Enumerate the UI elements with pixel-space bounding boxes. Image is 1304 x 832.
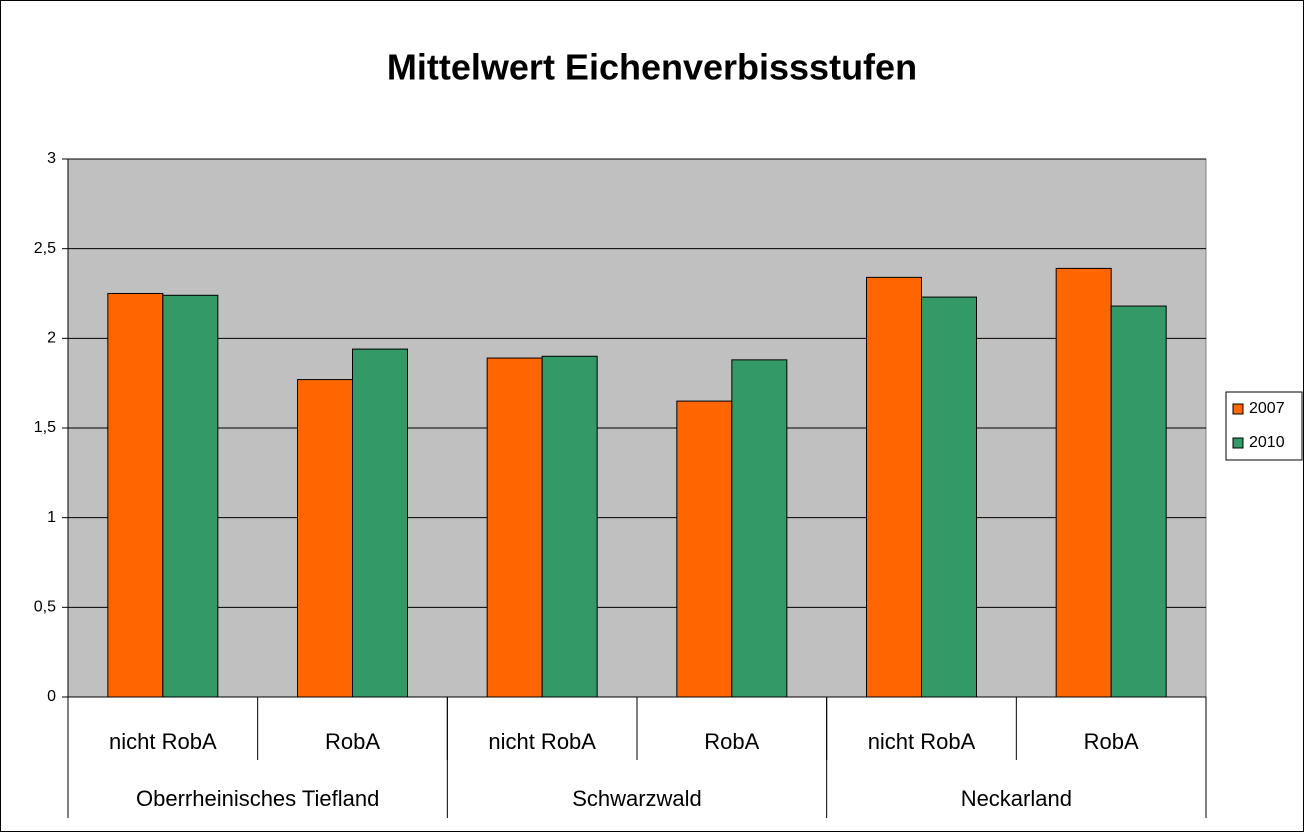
y-tick-label: 2,5 bbox=[34, 240, 56, 257]
bar bbox=[486, 357, 543, 698]
legend-swatch bbox=[1232, 403, 1244, 415]
bar bbox=[541, 355, 598, 698]
x-group-label: Neckarland bbox=[961, 786, 1072, 811]
x-tick-label: RobA bbox=[1084, 729, 1139, 754]
x-tick-label: RobA bbox=[325, 729, 380, 754]
y-tick-label: 1,5 bbox=[34, 419, 56, 436]
y-tick-label: 0,5 bbox=[34, 599, 56, 616]
bar bbox=[866, 276, 922, 698]
bar bbox=[731, 359, 788, 698]
bar bbox=[1110, 305, 1167, 698]
bar bbox=[352, 348, 408, 698]
bar bbox=[921, 296, 977, 698]
y-tick-label: 0 bbox=[47, 688, 56, 705]
legend-box bbox=[1225, 391, 1303, 461]
legend-label: 2007 bbox=[1249, 400, 1285, 417]
x-tick-label: RobA bbox=[704, 729, 759, 754]
bar bbox=[107, 293, 164, 698]
y-tick-label: 2 bbox=[47, 330, 56, 347]
x-group-label: Oberrheinisches Tiefland bbox=[136, 786, 379, 811]
chart-title: Mittelwert Eichenverbissstufen bbox=[387, 47, 917, 88]
y-tick-label: 1 bbox=[47, 509, 56, 526]
x-tick-label: nicht RobA bbox=[488, 729, 596, 754]
bar bbox=[1055, 267, 1112, 698]
x-group-label: Schwarzwald bbox=[572, 786, 702, 811]
bar bbox=[297, 379, 353, 698]
legend-label: 2010 bbox=[1249, 434, 1285, 451]
y-tick-label: 3 bbox=[47, 150, 56, 167]
x-tick-label: nicht RobA bbox=[109, 729, 217, 754]
legend-swatch bbox=[1232, 437, 1244, 449]
bar bbox=[676, 400, 733, 698]
bar bbox=[162, 294, 219, 698]
x-tick-label: nicht RobA bbox=[868, 729, 976, 754]
